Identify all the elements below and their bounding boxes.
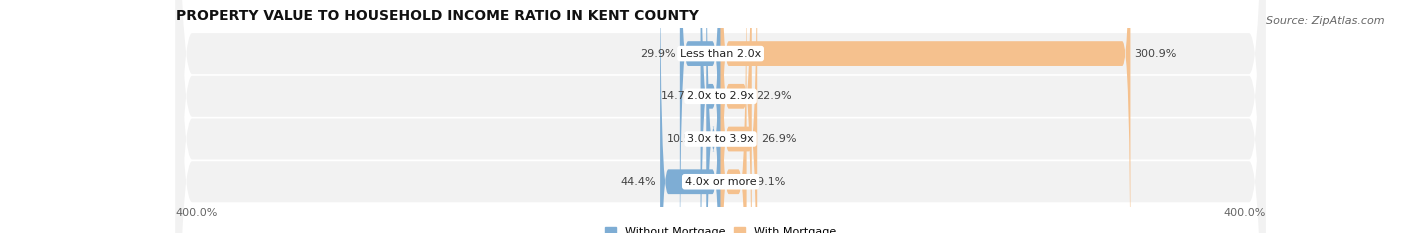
FancyBboxPatch shape bbox=[176, 0, 1265, 233]
Text: 44.4%: 44.4% bbox=[620, 177, 657, 187]
Text: 400.0%: 400.0% bbox=[1223, 208, 1265, 218]
FancyBboxPatch shape bbox=[176, 0, 1265, 233]
Text: PROPERTY VALUE TO HOUSEHOLD INCOME RATIO IN KENT COUNTY: PROPERTY VALUE TO HOUSEHOLD INCOME RATIO… bbox=[176, 9, 699, 23]
FancyBboxPatch shape bbox=[659, 0, 721, 233]
FancyBboxPatch shape bbox=[700, 0, 721, 233]
Text: 4.0x or more: 4.0x or more bbox=[685, 177, 756, 187]
Text: 400.0%: 400.0% bbox=[176, 208, 218, 218]
Text: 300.9%: 300.9% bbox=[1135, 49, 1177, 58]
FancyBboxPatch shape bbox=[721, 0, 1130, 233]
Text: 29.9%: 29.9% bbox=[640, 49, 676, 58]
Legend: Without Mortgage, With Mortgage: Without Mortgage, With Mortgage bbox=[600, 222, 841, 233]
Text: 19.1%: 19.1% bbox=[751, 177, 786, 187]
Text: 14.7%: 14.7% bbox=[661, 91, 696, 101]
FancyBboxPatch shape bbox=[721, 0, 758, 233]
Text: Less than 2.0x: Less than 2.0x bbox=[681, 49, 761, 58]
Text: 3.0x to 3.9x: 3.0x to 3.9x bbox=[688, 134, 754, 144]
FancyBboxPatch shape bbox=[176, 0, 1265, 233]
Text: 26.9%: 26.9% bbox=[761, 134, 797, 144]
Text: Source: ZipAtlas.com: Source: ZipAtlas.com bbox=[1267, 16, 1385, 26]
Text: 2.0x to 2.9x: 2.0x to 2.9x bbox=[688, 91, 754, 101]
Text: 10.5%: 10.5% bbox=[666, 134, 702, 144]
FancyBboxPatch shape bbox=[721, 0, 747, 233]
FancyBboxPatch shape bbox=[721, 0, 752, 233]
FancyBboxPatch shape bbox=[706, 0, 721, 233]
FancyBboxPatch shape bbox=[176, 0, 1265, 233]
Text: 22.9%: 22.9% bbox=[756, 91, 792, 101]
FancyBboxPatch shape bbox=[681, 0, 721, 233]
